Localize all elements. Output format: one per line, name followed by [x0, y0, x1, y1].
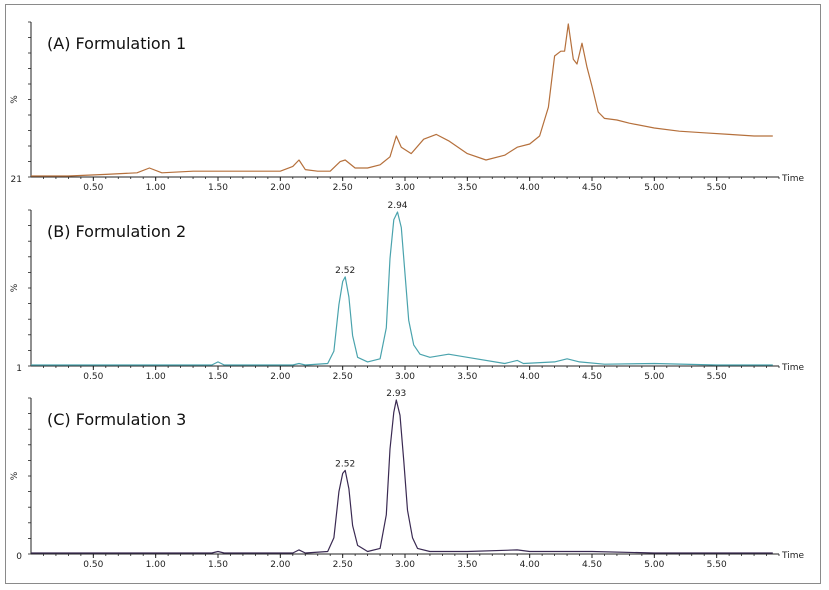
peak-label: 2.52 [335, 459, 355, 469]
panel-title: (C) Formulation 3 [47, 410, 186, 429]
x-tick-label: 4.50 [582, 372, 602, 382]
x-tick-label: 3.00 [395, 560, 415, 570]
x-tick-label: 0.50 [83, 183, 103, 193]
x-tick-label: 0.50 [83, 372, 103, 382]
y-axis-label: % [10, 95, 20, 104]
x-tick-label: 3.50 [457, 560, 477, 570]
panel-title: (B) Formulation 2 [47, 222, 186, 241]
x-tick-label: 1.00 [146, 560, 166, 570]
x-tick-label: 1.50 [208, 372, 228, 382]
x-tick-label: 5.00 [644, 560, 664, 570]
x-tick-label: 5.50 [707, 183, 727, 193]
x-tick-label: 2.50 [333, 183, 353, 193]
x-axis-label: Time [781, 174, 804, 184]
peak-label: 2.52 [335, 266, 355, 276]
x-tick-label: 4.00 [520, 183, 540, 193]
x-tick-label: 1.50 [208, 183, 228, 193]
x-axis-label: Time [781, 551, 804, 561]
x-tick-label: 3.50 [457, 372, 477, 382]
x-tick-label: 2.00 [270, 560, 290, 570]
x-axis-label: Time [781, 363, 804, 373]
y-min-label: 21 [11, 175, 22, 185]
x-tick-label: 2.50 [333, 560, 353, 570]
x-tick-label: 3.50 [457, 183, 477, 193]
x-tick-label: 5.50 [707, 560, 727, 570]
x-tick-label: 3.00 [395, 372, 415, 382]
chromatogram-figure [5, 4, 821, 584]
series-line [31, 399, 773, 554]
series-line [31, 211, 773, 366]
x-tick-label: 1.00 [146, 183, 166, 193]
x-tick-label: 3.00 [395, 183, 415, 193]
x-tick-label: 2.50 [333, 372, 353, 382]
peak-label: 2.93 [386, 389, 406, 399]
x-tick-label: 5.50 [707, 372, 727, 382]
x-tick-label: 5.00 [644, 372, 664, 382]
x-tick-label: 4.50 [582, 560, 602, 570]
peak-label: 2.94 [387, 201, 407, 211]
x-tick-label: 1.50 [208, 560, 228, 570]
x-tick-label: 4.00 [520, 372, 540, 382]
x-tick-label: 4.00 [520, 560, 540, 570]
x-tick-label: 2.00 [270, 372, 290, 382]
y-axis-label: % [10, 471, 20, 480]
y-axis-label: % [10, 283, 20, 292]
x-tick-label: 5.00 [644, 183, 664, 193]
x-tick-label: 2.00 [270, 183, 290, 193]
x-tick-label: 4.50 [582, 183, 602, 193]
x-tick-label: 0.50 [83, 560, 103, 570]
panel-title: (A) Formulation 1 [47, 34, 186, 53]
y-min-label: 1 [16, 364, 22, 374]
series-line [31, 23, 773, 177]
y-min-label: 0 [16, 552, 22, 562]
x-tick-label: 1.00 [146, 372, 166, 382]
